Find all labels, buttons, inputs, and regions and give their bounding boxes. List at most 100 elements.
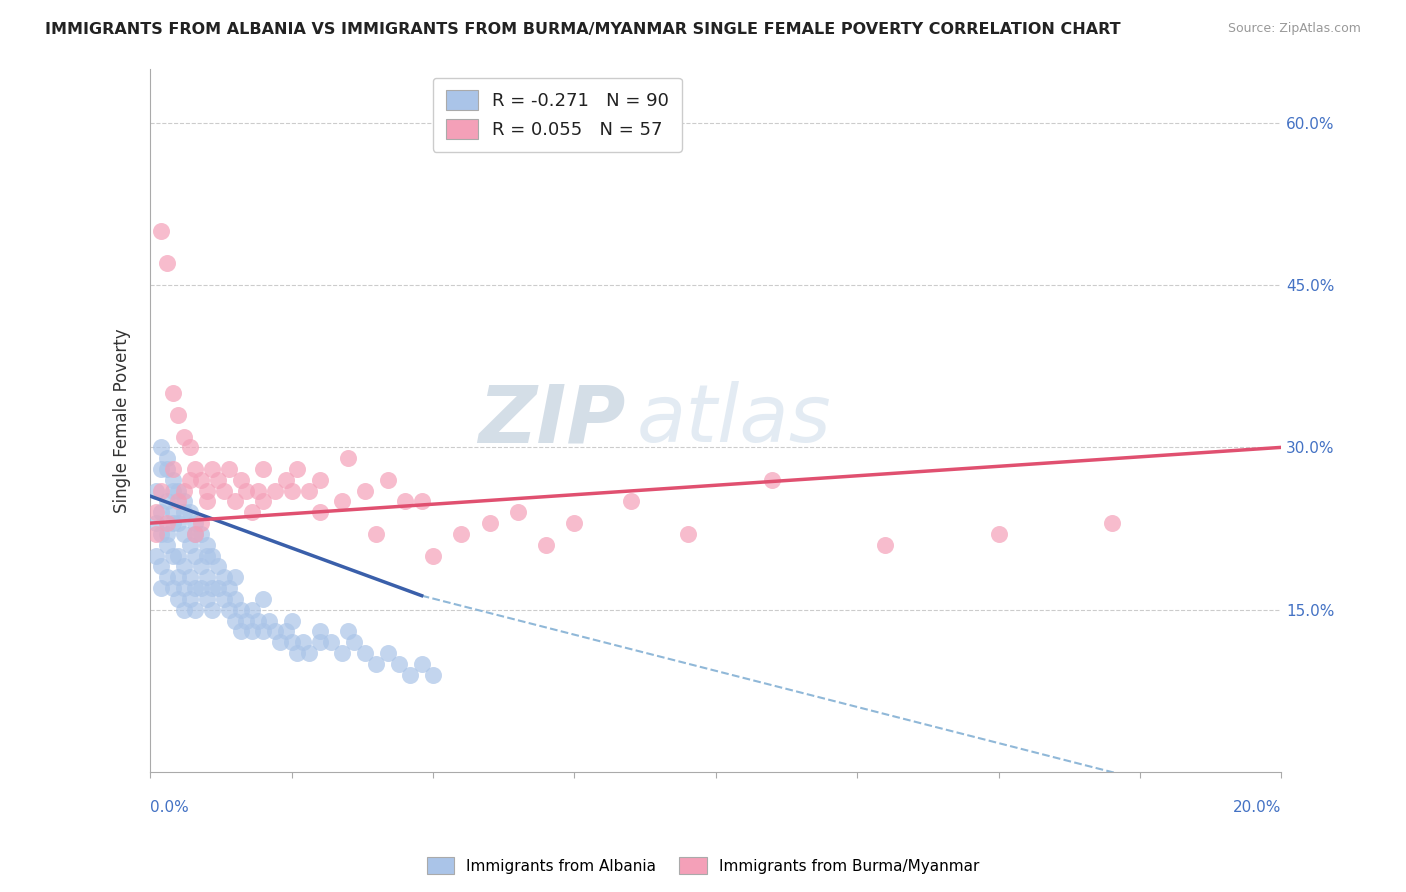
Point xyxy=(207,581,229,595)
Point xyxy=(156,462,179,476)
Point xyxy=(366,527,388,541)
Legend: R = -0.271   N = 90, R = 0.055   N = 57: R = -0.271 N = 90, R = 0.055 N = 57 xyxy=(433,78,682,152)
Point xyxy=(207,473,229,487)
Point xyxy=(218,603,240,617)
Point xyxy=(411,657,433,671)
Point xyxy=(291,635,314,649)
Point xyxy=(676,527,699,541)
Point xyxy=(179,473,201,487)
Text: Source: ZipAtlas.com: Source: ZipAtlas.com xyxy=(1227,22,1361,36)
Point xyxy=(224,614,246,628)
Point xyxy=(354,483,377,498)
Point xyxy=(229,473,252,487)
Point xyxy=(366,657,388,671)
Point xyxy=(195,483,218,498)
Point xyxy=(150,581,173,595)
Point xyxy=(195,538,218,552)
Point xyxy=(167,494,190,508)
Point xyxy=(308,505,330,519)
Point xyxy=(173,505,195,519)
Point xyxy=(167,591,190,606)
Point xyxy=(422,549,444,563)
Point xyxy=(229,624,252,639)
Point xyxy=(190,527,212,541)
Point xyxy=(190,559,212,574)
Point xyxy=(332,646,354,660)
Point xyxy=(162,473,184,487)
Point xyxy=(150,224,173,238)
Point xyxy=(167,570,190,584)
Text: ZIP: ZIP xyxy=(478,381,626,459)
Point xyxy=(308,635,330,649)
Point xyxy=(190,516,212,530)
Point xyxy=(156,256,179,270)
Point xyxy=(411,494,433,508)
Point xyxy=(195,591,218,606)
Point xyxy=(620,494,643,508)
Point xyxy=(240,603,263,617)
Point xyxy=(761,473,783,487)
Point xyxy=(150,505,173,519)
Point xyxy=(173,429,195,443)
Point xyxy=(377,473,399,487)
Point xyxy=(195,494,218,508)
Point xyxy=(179,570,201,584)
Point xyxy=(240,505,263,519)
Point xyxy=(145,483,167,498)
Point xyxy=(280,635,302,649)
Point xyxy=(263,624,285,639)
Point xyxy=(173,527,195,541)
Point xyxy=(875,538,897,552)
Point xyxy=(145,505,167,519)
Point xyxy=(478,516,501,530)
Point xyxy=(156,527,179,541)
Point xyxy=(201,581,224,595)
Point xyxy=(257,614,280,628)
Point xyxy=(269,635,291,649)
Point xyxy=(450,527,472,541)
Text: IMMIGRANTS FROM ALBANIA VS IMMIGRANTS FROM BURMA/MYANMAR SINGLE FEMALE POVERTY C: IMMIGRANTS FROM ALBANIA VS IMMIGRANTS FR… xyxy=(45,22,1121,37)
Point xyxy=(377,646,399,660)
Point xyxy=(399,667,422,681)
Point xyxy=(354,646,377,660)
Point xyxy=(184,603,207,617)
Point xyxy=(184,581,207,595)
Point xyxy=(229,603,252,617)
Point xyxy=(297,483,319,498)
Point xyxy=(252,494,274,508)
Point xyxy=(145,527,167,541)
Point xyxy=(274,473,297,487)
Point xyxy=(162,505,184,519)
Point xyxy=(218,462,240,476)
Point xyxy=(321,635,343,649)
Point xyxy=(173,483,195,498)
Point xyxy=(280,483,302,498)
Point xyxy=(162,462,184,476)
Point xyxy=(156,516,179,530)
Point xyxy=(201,462,224,476)
Point xyxy=(184,462,207,476)
Point xyxy=(263,483,285,498)
Point xyxy=(201,549,224,563)
Point xyxy=(179,591,201,606)
Point xyxy=(285,646,308,660)
Legend: Immigrants from Albania, Immigrants from Burma/Myanmar: Immigrants from Albania, Immigrants from… xyxy=(420,851,986,880)
Point xyxy=(274,624,297,639)
Point xyxy=(388,657,411,671)
Point xyxy=(506,505,529,519)
Point xyxy=(297,646,319,660)
Point xyxy=(422,667,444,681)
Point xyxy=(150,483,173,498)
Point xyxy=(150,527,173,541)
Point xyxy=(184,549,207,563)
Point xyxy=(337,451,360,466)
Point xyxy=(184,527,207,541)
Point xyxy=(246,614,269,628)
Point xyxy=(162,549,184,563)
Point xyxy=(201,603,224,617)
Point xyxy=(145,549,167,563)
Point xyxy=(285,462,308,476)
Point xyxy=(156,494,179,508)
Point xyxy=(564,516,586,530)
Point xyxy=(150,441,173,455)
